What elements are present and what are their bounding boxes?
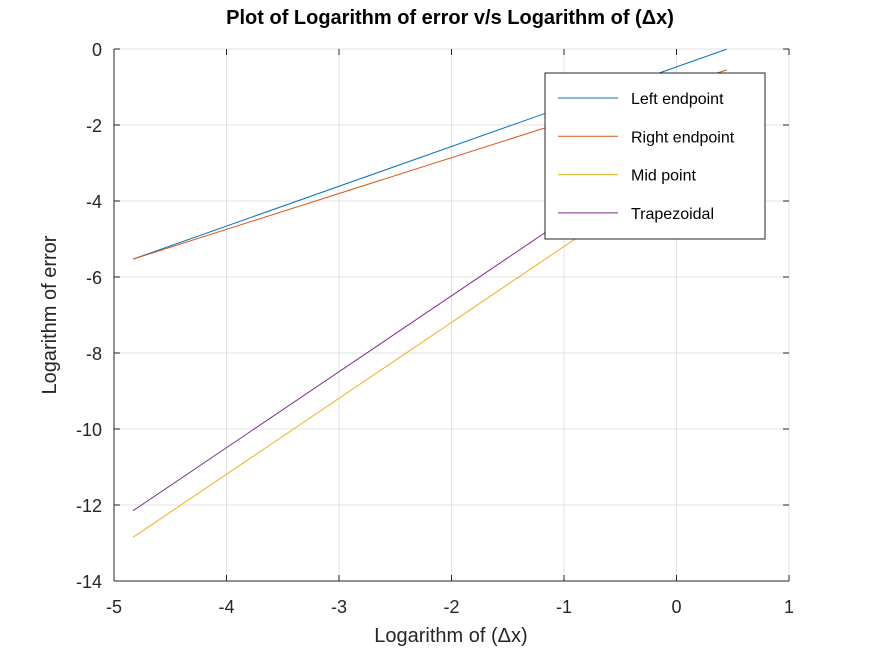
- chart-title: Plot of Logarithm of error v/s Logarithm…: [226, 7, 674, 29]
- y-tick-label: -8: [86, 344, 102, 364]
- legend: Left endpoint Right endpoint Mid point Trap…: [544, 72, 766, 240]
- y-tick-label: -6: [86, 268, 102, 288]
- x-tick-label: 0: [671, 597, 681, 617]
- legend-label-trapezoidal: Trapezoidal: [631, 206, 714, 223]
- y-tick-label: 0: [92, 40, 102, 60]
- x-tick-label: -1: [556, 597, 572, 617]
- ticks: -5 -4 -3 -2 -1 0 10-2-4-6-8-10-12-14: [76, 40, 794, 617]
- legend-label-mid-point: Mid point: [631, 168, 696, 185]
- legend-box: [544, 72, 766, 240]
- x-tick-label: -3: [331, 597, 347, 617]
- x-tick-label: -2: [443, 597, 459, 617]
- y-tick-label: -12: [76, 496, 102, 516]
- y-tick-label: -10: [76, 420, 102, 440]
- y-tick-label: -4: [86, 192, 102, 212]
- legend-label-right-endpoint: Right endpoint: [631, 129, 735, 146]
- y-tick-label: -2: [86, 116, 102, 136]
- legend-label-left-endpoint: Left endpoint: [631, 91, 724, 108]
- x-tick-label: -5: [106, 597, 122, 617]
- x-tick-label: -4: [218, 597, 234, 617]
- x-tick-label: 1: [784, 597, 794, 617]
- y-axis-label: Logarithm of error: [39, 235, 61, 394]
- x-axis-label: Logarithm of (Δx): [374, 625, 527, 647]
- y-tick-label: -14: [76, 572, 102, 592]
